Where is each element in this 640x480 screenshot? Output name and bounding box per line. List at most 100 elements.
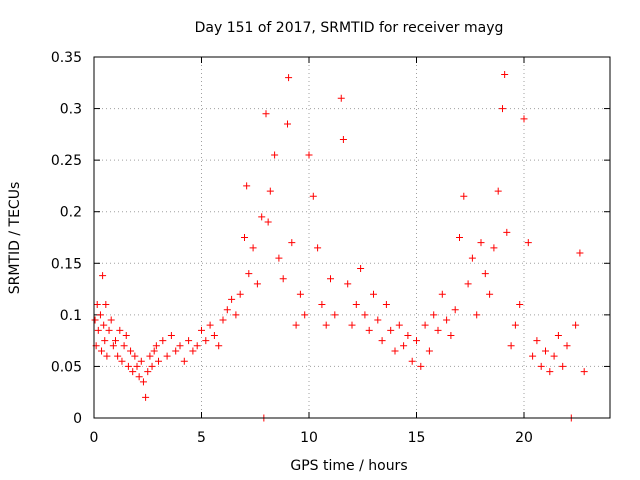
- data-point: [102, 301, 110, 309]
- data-point: [129, 368, 137, 376]
- data-point: [236, 290, 244, 298]
- data-point: [331, 311, 339, 319]
- data-point: [228, 295, 236, 303]
- data-point: [163, 352, 171, 360]
- data-point: [264, 218, 272, 226]
- x-axis-label: GPS time / hours: [290, 458, 407, 474]
- data-point: [292, 321, 300, 329]
- data-point: [96, 311, 104, 319]
- data-point: [262, 110, 270, 118]
- x-tick-label: 10: [300, 430, 318, 446]
- data-point: [546, 368, 554, 376]
- data-point: [116, 326, 124, 334]
- data-point: [576, 249, 584, 257]
- data-point: [93, 301, 101, 309]
- data-point: [357, 264, 365, 272]
- data-point: [520, 115, 528, 123]
- data-point: [159, 337, 167, 345]
- data-point: [537, 362, 545, 370]
- y-tick-label: 0.25: [51, 153, 82, 169]
- data-point: [150, 347, 158, 355]
- data-point: [352, 301, 360, 309]
- data-point: [167, 331, 175, 339]
- x-tick-label: 20: [515, 430, 533, 446]
- data-point: [348, 321, 356, 329]
- data-point: [421, 321, 429, 329]
- data-point: [101, 337, 109, 345]
- data-point: [146, 352, 154, 360]
- data-point: [344, 280, 352, 288]
- data-point: [542, 347, 549, 355]
- data-point: [451, 306, 459, 314]
- data-point: [434, 326, 442, 334]
- data-point: [206, 321, 214, 329]
- y-tick-label: 0.3: [60, 102, 82, 118]
- data-point: [494, 187, 502, 195]
- data-point: [219, 316, 227, 324]
- data-point: [120, 342, 128, 350]
- data-point: [103, 352, 111, 360]
- data-point: [554, 331, 562, 339]
- data-point: [490, 244, 498, 252]
- data-point: [438, 290, 446, 298]
- data-point: [185, 337, 193, 345]
- data-point: [144, 368, 152, 376]
- data-point: [152, 342, 160, 350]
- data-point: [529, 352, 537, 360]
- data-point: [253, 280, 261, 288]
- data-point: [223, 306, 231, 314]
- data-point: [137, 357, 145, 365]
- data-point: [107, 316, 115, 324]
- data-point: [99, 272, 107, 280]
- data-point: [135, 373, 143, 381]
- data-point: [481, 270, 489, 278]
- data-point: [109, 342, 117, 350]
- data-point: [408, 357, 416, 365]
- data-point: [468, 254, 476, 262]
- data-point: [232, 311, 240, 319]
- data-point: [391, 347, 399, 355]
- data-point: [370, 290, 377, 298]
- y-tick-label: 0.05: [51, 359, 82, 375]
- data-point: [284, 120, 291, 128]
- data-point: [189, 347, 197, 355]
- data-point: [550, 352, 558, 360]
- data-point: [503, 228, 511, 236]
- data-point: [180, 357, 188, 365]
- data-point: [112, 337, 119, 345]
- data-point: [456, 234, 463, 241]
- data-point: [361, 311, 369, 319]
- data-point: [400, 342, 408, 350]
- data-point: [202, 337, 210, 345]
- data-point: [243, 182, 251, 190]
- data-point: [118, 357, 126, 365]
- data-point: [215, 342, 223, 350]
- data-point: [404, 331, 412, 339]
- data-point: [105, 326, 113, 334]
- data-point: [339, 136, 347, 144]
- data-point: [447, 331, 455, 339]
- data-point: [241, 234, 248, 241]
- y-axis-ticks: 0 0.05 0.1 0.15 0.2 0.25 0.3 0.35: [51, 50, 610, 427]
- data-point: [275, 254, 283, 262]
- data-point: [285, 74, 293, 82]
- data-point: [314, 244, 322, 252]
- data-point: [501, 71, 509, 79]
- data-point: [507, 342, 515, 350]
- data-point: [249, 244, 257, 252]
- x-tick-label: 15: [408, 430, 426, 446]
- data-point: [563, 342, 571, 350]
- data-point: [139, 378, 147, 386]
- data-point: [296, 290, 304, 298]
- data-point: [322, 321, 330, 329]
- data-point: [131, 352, 139, 360]
- data-point: [155, 357, 162, 365]
- data-point: [266, 187, 274, 195]
- data-point: [382, 301, 390, 309]
- data-point: [524, 239, 532, 247]
- data-point: [127, 347, 135, 355]
- data-point: [533, 337, 541, 345]
- data-point: [91, 316, 99, 324]
- data-point: [172, 347, 180, 355]
